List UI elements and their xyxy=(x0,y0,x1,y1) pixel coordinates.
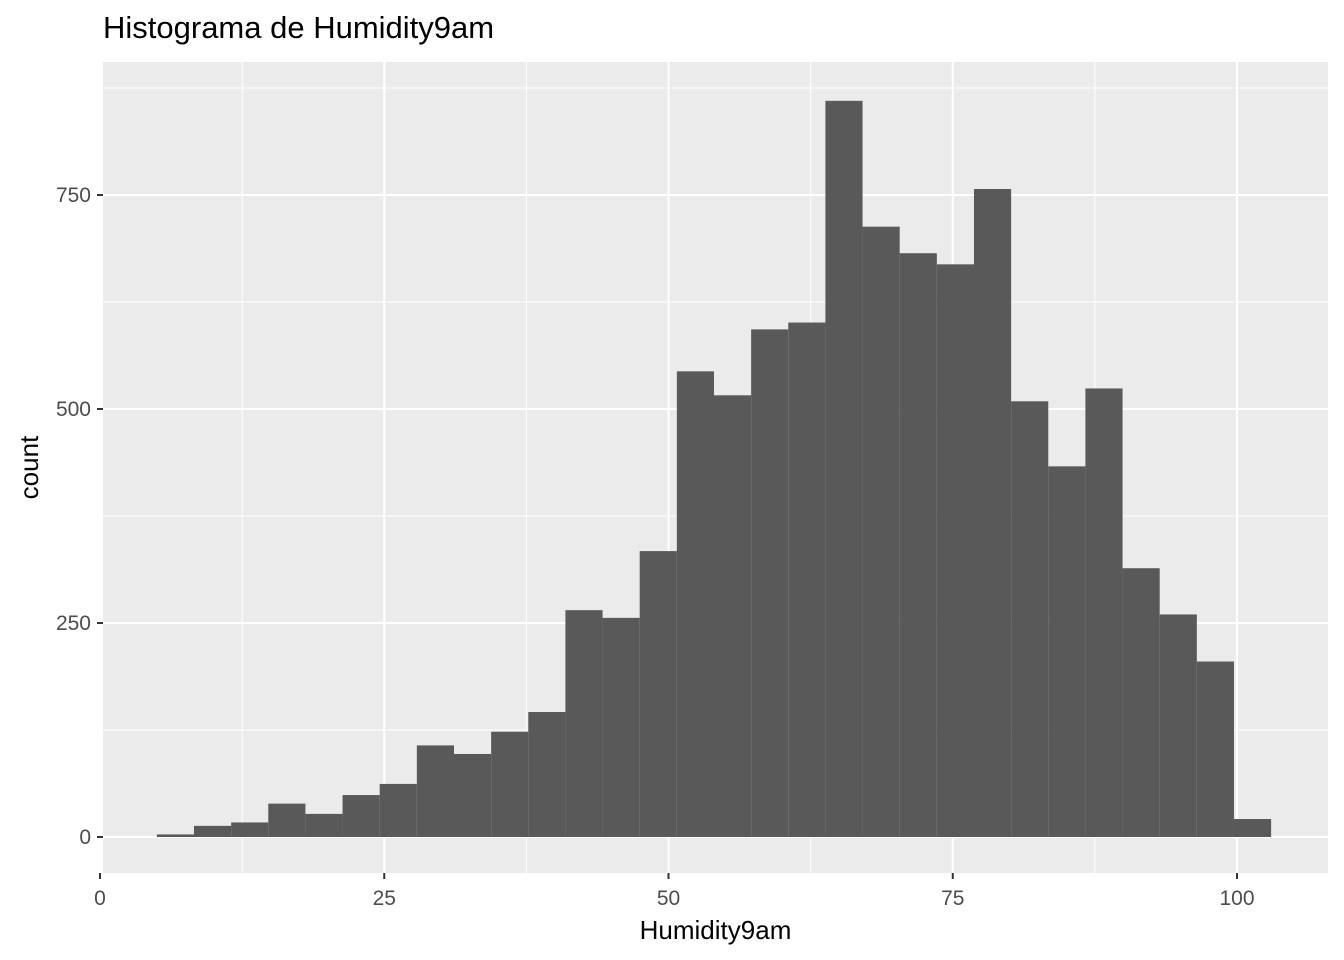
x-axis: 0 25 50 75 100 xyxy=(94,873,1255,910)
histogram-bar xyxy=(751,329,789,837)
y-tick-label: 500 xyxy=(56,398,91,421)
histogram-bar xyxy=(491,731,529,837)
histogram-bar xyxy=(565,610,603,837)
histogram-bar xyxy=(1122,568,1160,837)
histogram-bar xyxy=(825,100,863,838)
histogram-bar xyxy=(528,712,566,837)
histogram-bar xyxy=(1085,388,1123,837)
x-tick-label: 100 xyxy=(1219,887,1254,910)
histogram-bar xyxy=(973,189,1012,837)
histogram-bar xyxy=(231,822,269,837)
histogram-bar xyxy=(788,322,826,837)
histogram-bar xyxy=(305,813,343,837)
x-tick-label: 0 xyxy=(94,887,106,910)
histogram-bar xyxy=(193,825,232,837)
y-tick-label: 250 xyxy=(56,612,91,635)
histogram-bar xyxy=(713,395,752,837)
histogram-bar xyxy=(1011,401,1049,837)
chart-title: Histograma de Humidity9am xyxy=(103,10,495,45)
histogram-bar xyxy=(156,834,194,837)
histogram-bar xyxy=(342,795,380,837)
y-axis: 0 250 500 750 xyxy=(56,184,103,849)
histogram-bar xyxy=(936,264,974,837)
histogram-bar xyxy=(602,617,640,837)
histogram-bar xyxy=(899,253,937,837)
y-tick-label: 750 xyxy=(56,184,91,207)
x-axis-title: Humidity9am xyxy=(640,915,792,945)
histogram-bar xyxy=(862,226,900,837)
histogram-bar xyxy=(268,803,306,837)
histogram-bar xyxy=(1048,466,1086,837)
histogram-bar xyxy=(1196,661,1234,837)
histogram-bar xyxy=(453,753,492,837)
x-tick-label: 75 xyxy=(941,887,964,910)
histogram-bar xyxy=(676,371,714,837)
histogram-bar xyxy=(416,745,454,837)
histogram-bar xyxy=(1233,819,1272,837)
y-tick-label: 0 xyxy=(79,826,91,849)
y-axis-title: count xyxy=(14,435,44,499)
histogram-bar xyxy=(639,551,677,837)
x-tick-label: 25 xyxy=(373,887,396,910)
histogram-bars xyxy=(156,100,1272,838)
histogram-bar xyxy=(1159,614,1197,837)
x-tick-label: 50 xyxy=(657,887,680,910)
histogram-bar xyxy=(379,783,417,837)
